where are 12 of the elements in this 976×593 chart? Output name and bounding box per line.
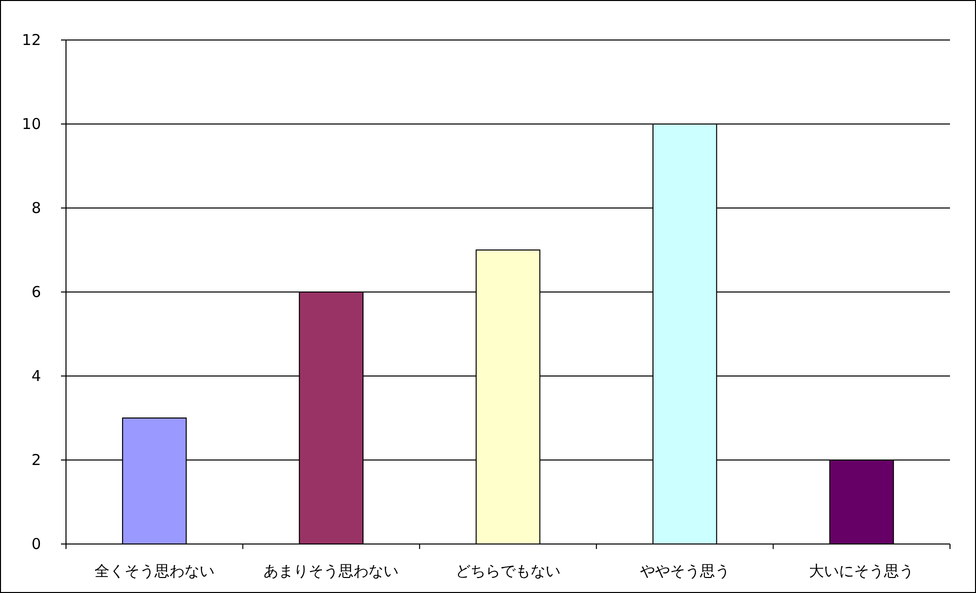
x-tick-label: ややそう思う bbox=[640, 562, 730, 580]
y-tick-label: 12 bbox=[22, 30, 41, 49]
y-tick-label: 2 bbox=[31, 450, 41, 469]
y-tick-label: 10 bbox=[22, 114, 41, 133]
y-tick-label: 0 bbox=[31, 534, 41, 553]
x-tick-label: 全くそう思わない bbox=[94, 562, 214, 580]
y-tick-label: 6 bbox=[31, 282, 41, 301]
x-tick-label: あまりそう思わない bbox=[264, 562, 399, 580]
y-tick-label: 8 bbox=[31, 198, 41, 217]
y-tick-label: 4 bbox=[31, 366, 41, 385]
x-tick-label: 大いにそう思う bbox=[809, 562, 914, 580]
x-tick-label: どちらでもない bbox=[456, 562, 560, 580]
